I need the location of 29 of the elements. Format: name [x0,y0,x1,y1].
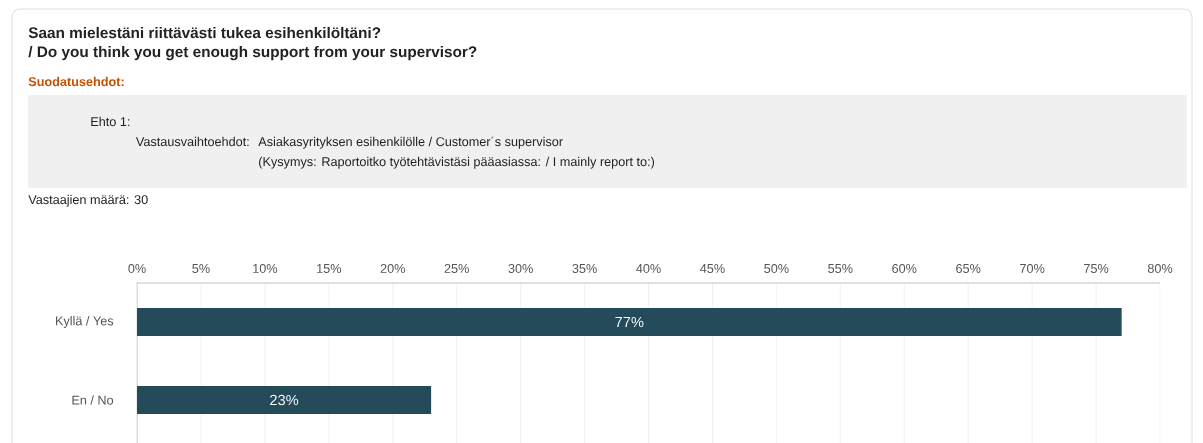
x-tick-label: 10% [253,263,278,273]
x-tick-label: 75% [1084,264,1109,273]
x-tick-label: 50% [764,263,789,273]
x-tick-label: 0% [128,263,146,273]
x-tick-label: 45% [700,264,725,273]
x-tick-label: 40% [636,263,661,273]
data-label: 23% [270,394,299,406]
x-tick-label: 5% [192,264,210,273]
text: Suodatusehdot: [28,76,124,87]
y-tick-label: Kyllä / Yes [55,316,114,328]
x-tick-label: 65% [956,263,981,273]
x-tick-label: 70% [1020,263,1045,273]
x-tick-label: 60% [892,263,917,273]
x-tick-label: 20% [380,263,405,273]
text: Asiakasyrityksen esihenkilölle / Customer´s supervisor [258,136,563,149]
text: (Kysymys: Raportoitko työtehtävistäsi pääasiassa: / I mainly report to:) [259,156,655,169]
x-tick-label: 35% [572,263,597,273]
text: Vastausvaihtoehdot: [135,136,249,147]
x-tick-label: 15% [317,264,342,273]
chart-subtitle: / Do you think you get enough support from your supervisor? [28,45,477,61]
data-label: 77% [615,316,644,328]
text: Vastaajien määrä: 30 [28,194,148,207]
x-tick-label: 25% [444,263,469,273]
x-tick-label: 30% [508,263,533,273]
x-tick-label: 55% [828,264,853,273]
chart-title: Saan mielestäni riittävästi tukea esihenkilöltäni? [28,26,381,39]
y-tick-label: En / No [72,395,114,405]
text: Ehto 1: [91,116,130,127]
x-tick-label: 80% [1147,263,1173,273]
